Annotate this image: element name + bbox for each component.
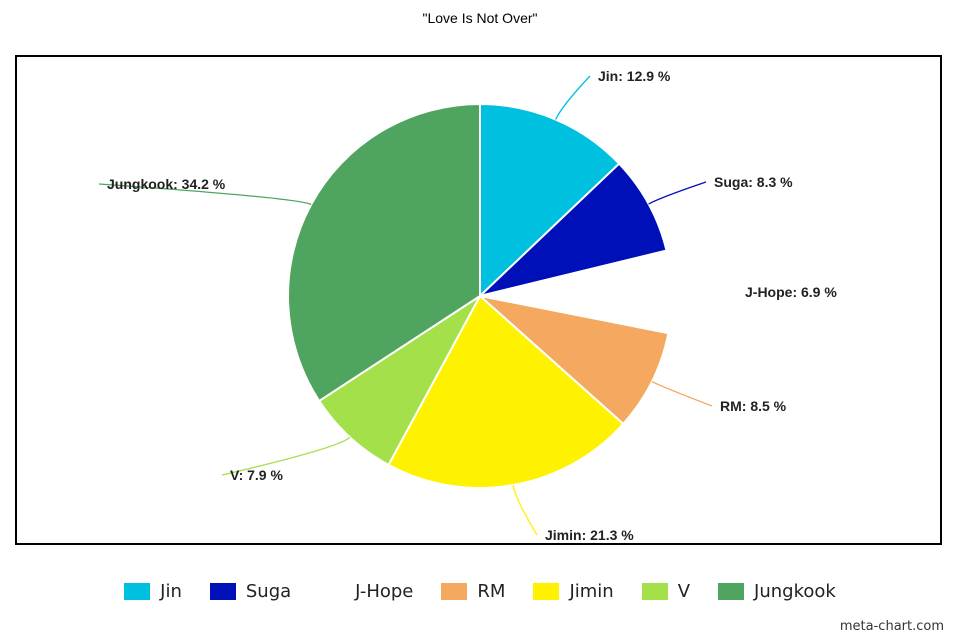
legend-label: Suga xyxy=(245,580,292,602)
legend-label: Jimin xyxy=(569,580,614,602)
leader-line xyxy=(648,181,707,205)
legend-item: J-Hope xyxy=(319,581,413,602)
legend-label: Jin xyxy=(160,580,182,602)
legend-item: Jimin xyxy=(533,580,614,602)
legend-label: Jungkook xyxy=(754,580,836,602)
legend-item: V xyxy=(641,580,691,602)
legend-swatch xyxy=(124,582,151,600)
pie-slice-jungkook xyxy=(287,102,481,403)
slice-label: Jungkook: 34.2 % xyxy=(107,176,226,192)
leader-line xyxy=(512,485,538,536)
slice-label: J-Hope: 6.9 % xyxy=(745,284,837,300)
pie-slice-jin xyxy=(479,102,621,299)
legend: Jin Suga J-Hope RM Jimin V Jungkook xyxy=(0,577,960,605)
legend-swatch xyxy=(441,582,468,600)
slice-label: Jimin: 21.3 % xyxy=(545,527,634,543)
leader-line xyxy=(651,380,713,407)
credit-text: meta-chart.com xyxy=(839,619,944,634)
slice-label: V: 7.9 % xyxy=(230,467,283,483)
legend-item: RM xyxy=(441,581,505,602)
leader-line xyxy=(555,75,591,120)
slice-label: Suga: 8.3 % xyxy=(714,174,793,190)
legend-label: J-Hope xyxy=(355,580,414,602)
chart-title: "Love Is Not Over" xyxy=(422,10,538,26)
leader-line xyxy=(98,183,312,206)
pie-slice-suga xyxy=(476,162,668,298)
legend-swatch xyxy=(319,582,346,600)
legend-item: Jungkook xyxy=(718,581,836,602)
legend-swatch xyxy=(209,582,236,600)
slice-label: RM: 8.5 % xyxy=(720,398,787,414)
legend-item: Suga xyxy=(209,580,292,602)
pie-slice-rm xyxy=(476,294,670,426)
plot-frame xyxy=(15,55,942,545)
legend-item: Jin xyxy=(124,581,182,602)
legend-swatch xyxy=(533,582,560,600)
legend-swatch xyxy=(718,582,745,600)
pie-slice-v xyxy=(317,295,481,467)
slice-label: Jin: 12.9 % xyxy=(598,68,671,84)
legend-label: V xyxy=(677,580,691,602)
legend-swatch xyxy=(641,582,668,600)
leader-line xyxy=(221,436,351,476)
pie-slice-jimin xyxy=(387,294,625,489)
legend-label: RM xyxy=(477,580,506,602)
